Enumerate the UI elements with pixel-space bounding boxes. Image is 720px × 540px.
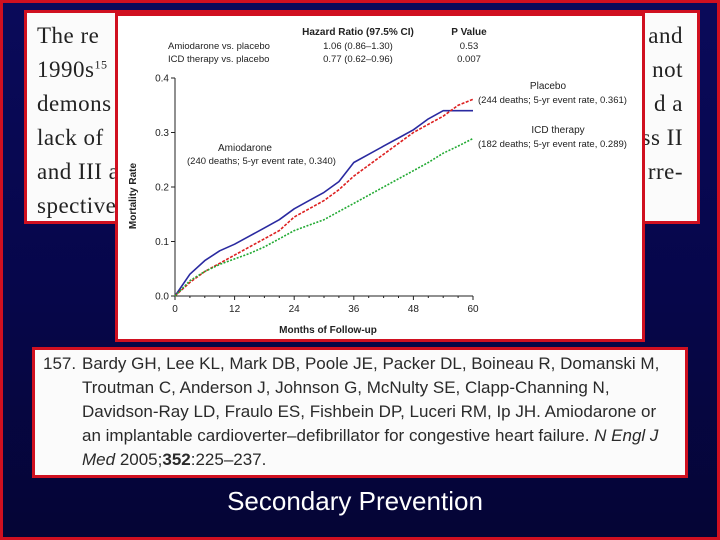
reference-panel: 157. Bardy GH, Lee KL, Mark DB, Poole JE… — [32, 347, 688, 478]
y-axis-label: Mortality Rate — [128, 163, 139, 230]
series-line-icd-therapy — [174, 137, 474, 297]
reference-line-1: Bardy GH, Lee KL, Mark DB, Poole JE, Pac… — [82, 354, 660, 373]
x-tick-label: 12 — [229, 304, 241, 315]
icd-note: (182 deaths; 5-yr event rate, 0.289) — [478, 139, 627, 150]
journal-volume: 352 — [162, 450, 191, 469]
mortality-chart: Hazard Ratio (97.5% CI) P Value Amiodaro… — [128, 27, 627, 336]
reference-line-5: Med 2005;352:225–237. — [82, 450, 267, 469]
bg-left-line-2: 1990s15 — [37, 57, 108, 82]
placebo-note: (244 deaths; 5-yr event rate, 0.361) — [478, 95, 627, 106]
journal-name: N Engl J — [594, 426, 659, 445]
comparison-2-label: ICD therapy vs. placebo — [168, 54, 269, 65]
bg-left-line-6: spective — [37, 193, 117, 218]
series-line-amiodarone — [174, 109, 473, 297]
bg-left-line-3: demons — [37, 91, 112, 116]
x-tick-label: 0 — [172, 304, 178, 315]
x-tick-label: 48 — [408, 304, 420, 315]
x-tick-label: 24 — [289, 304, 301, 315]
x-tick-label: 60 — [467, 304, 479, 315]
bg-left-line-5: and III a — [37, 159, 120, 184]
reference-line-3: Davidson-Ray LD, Fraulo ES, Fishbein DP,… — [82, 402, 657, 421]
comparison-2-p: 0.007 — [457, 54, 481, 65]
p-value-header: P Value — [451, 27, 487, 38]
reference-line-2: Troutman C, Anderson J, Johnson G, McNul… — [82, 378, 610, 397]
amiodarone-label: Amiodarone — [218, 143, 272, 154]
reference-line-4: an implantable cardioverter–defibrillato… — [82, 426, 659, 445]
hazard-ratio-header: Hazard Ratio (97.5% CI) — [302, 27, 414, 38]
comparison-1-hr: 1.06 (0.86–1.30) — [323, 41, 393, 52]
bg-right-line-3: d a — [654, 91, 683, 116]
comparison-2-hr: 0.77 (0.62–0.96) — [323, 54, 393, 65]
reference-number: 157. — [43, 354, 77, 373]
bg-right-line-1: and — [648, 23, 683, 48]
y-tick-label: 0.4 — [155, 74, 169, 85]
bg-right-line-5: rre- — [647, 159, 683, 184]
comparison-1-label: Amiodarone vs. placebo — [168, 41, 270, 52]
series-line-placebo — [174, 98, 474, 297]
placebo-label: Placebo — [530, 81, 567, 92]
bg-right-line-4: ss II — [641, 125, 683, 150]
bg-left-line-1: The re — [37, 23, 100, 48]
y-tick-label: 0.3 — [155, 128, 169, 139]
x-axis-label: Months of Follow-up — [279, 325, 377, 336]
bg-left-line-4: lack of — [37, 125, 104, 150]
slide-caption: Secondary Prevention — [227, 486, 483, 516]
chart-panel: Hazard Ratio (97.5% CI) P Value Amiodaro… — [115, 13, 645, 342]
comparison-1-p: 0.53 — [460, 41, 479, 52]
x-tick-label: 36 — [348, 304, 360, 315]
y-tick-label: 0.0 — [155, 292, 169, 303]
amiodarone-note: (240 deaths; 5-yr event rate, 0.340) — [187, 156, 336, 167]
icd-label: ICD therapy — [531, 125, 584, 136]
y-tick-label: 0.2 — [155, 183, 169, 194]
y-tick-label: 0.1 — [155, 237, 169, 248]
bg-right-line-2: not — [652, 57, 683, 82]
